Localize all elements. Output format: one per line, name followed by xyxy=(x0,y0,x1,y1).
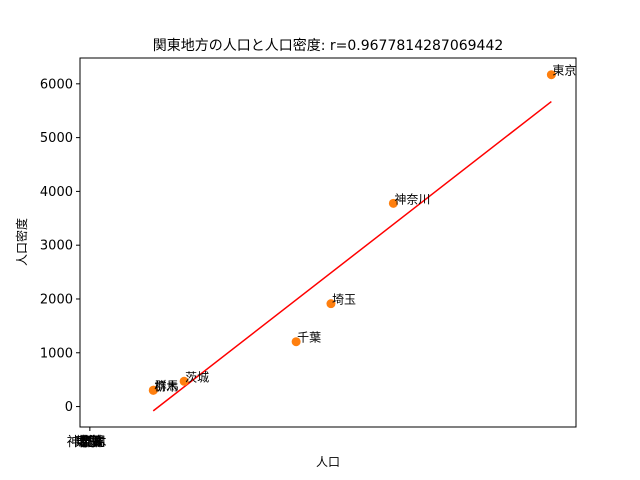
x-tick-label: 群馬 xyxy=(79,435,105,450)
point-label: 神奈川 xyxy=(394,192,430,206)
y-tick-label: 1000 xyxy=(40,346,73,361)
point-label: 東京 xyxy=(552,64,576,78)
y-tick-label: 5000 xyxy=(40,131,73,146)
chart-title: 関東地方の人口と人口密度: r=0.9677814287069442 xyxy=(153,37,504,54)
data-point xyxy=(546,70,556,80)
y-tick-label: 0 xyxy=(65,400,73,415)
point-label: 群馬 xyxy=(155,379,179,393)
x-tick-label: 東京 xyxy=(74,434,100,450)
data-point xyxy=(291,337,301,347)
plot-frame xyxy=(79,57,577,428)
data-point xyxy=(179,376,189,386)
x-tick-label: 千葉 xyxy=(77,435,103,450)
point-label: 栃木 xyxy=(154,379,178,393)
x-tick-label: 埼玉 xyxy=(76,435,102,450)
regression-line xyxy=(152,100,552,412)
point-label: 千葉 xyxy=(297,331,321,345)
data-points xyxy=(148,70,556,395)
y-axis-label: 人口密度 xyxy=(14,218,29,266)
y-tick-label: 3000 xyxy=(40,239,73,254)
y-tick-label: 4000 xyxy=(40,185,73,200)
data-point xyxy=(148,385,158,395)
point-label: 茨城 xyxy=(185,370,209,384)
x-tick-label: 栃木 xyxy=(80,435,106,450)
data-point xyxy=(388,198,398,208)
x-tick-label: 神奈川 xyxy=(67,435,106,450)
x-axis-label: 人口 xyxy=(316,455,340,469)
y-tick-label: 6000 xyxy=(40,77,73,92)
regression-line-group xyxy=(152,100,552,412)
data-point xyxy=(326,299,336,309)
y-tick-label: 2000 xyxy=(40,292,73,307)
y-axis: 0 1000 2000 3000 4000 5000 6000 xyxy=(40,77,80,415)
point-label: 埼玉 xyxy=(332,293,356,307)
x-tick-label: 茨城 xyxy=(78,435,104,450)
